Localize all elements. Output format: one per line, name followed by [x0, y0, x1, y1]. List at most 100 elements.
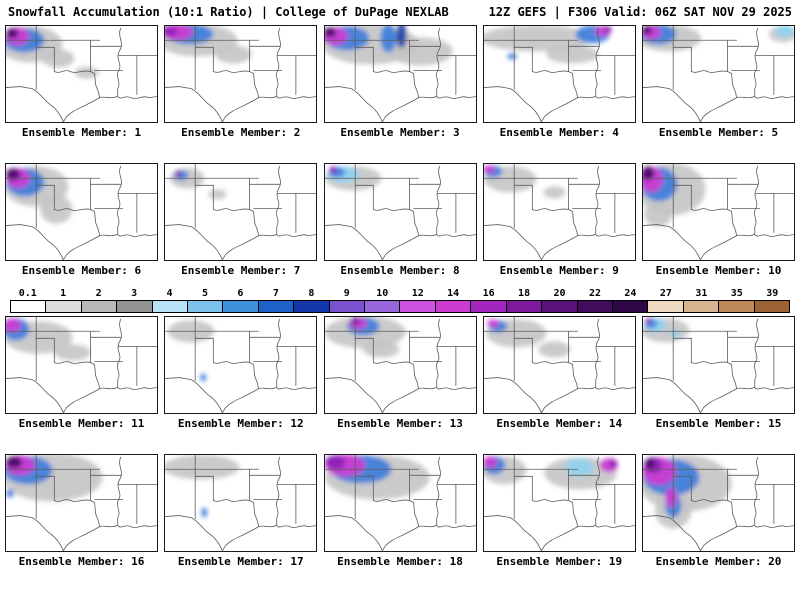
colorbar-tick-label: 0.1	[18, 288, 37, 299]
ensemble-member-label: Ensemble Member: 8	[340, 264, 460, 277]
state-boundaries	[165, 26, 317, 122]
page-title: Snowfall Accumulation (10:1 Ratio) | Col…	[8, 5, 449, 19]
colorbar-swatch	[223, 301, 259, 312]
ensemble-panel: Ensemble Member: 4	[482, 25, 636, 141]
colorbar-tick-label: 22	[588, 288, 601, 299]
state-boundaries	[6, 455, 157, 551]
forecast-map	[5, 25, 158, 123]
ensemble-panel: Ensemble Member: 9	[482, 163, 636, 279]
panel-row: Ensemble Member: 6 Ensemble Member: 7 Ense…	[0, 163, 800, 279]
colorbar-labels: 0.1 1 2 3 4 5 6 7 8 9 10 12 14 16 18 20 22 24 27 31 35 39	[10, 287, 790, 300]
colorbar-swatch	[11, 301, 47, 312]
colorbar-tick-label: 10	[376, 288, 389, 299]
ensemble-member-label: Ensemble Member: 12	[177, 417, 304, 430]
forecast-map	[164, 454, 318, 552]
ensemble-panel: Ensemble Member: 2	[164, 25, 318, 141]
colorbar-tick-label: 2	[95, 288, 102, 299]
state-boundaries	[483, 455, 635, 551]
forecast-map	[323, 316, 477, 414]
panel-row: Ensemble Member: 11 Ensemble Member: 12 En…	[0, 316, 800, 432]
colorbar-tick-label: 3	[131, 288, 138, 299]
ensemble-member-label: Ensemble Member: 2	[181, 126, 301, 139]
colorbar-tick-label: 6	[237, 288, 244, 299]
colorbar-swatch	[471, 301, 507, 312]
ensemble-panel: Ensemble Member: 6	[5, 163, 158, 279]
state-boundaries	[6, 317, 157, 413]
state-boundaries	[165, 317, 317, 413]
colorbar-tick-label: 7	[272, 288, 279, 299]
colorbar-swatch	[46, 301, 82, 312]
colorbar-swatch	[719, 301, 755, 312]
colorbar-swatch	[506, 301, 543, 312]
ensemble-member-label: Ensemble Member: 13	[337, 417, 463, 430]
forecast-map	[642, 316, 795, 414]
ensemble-member-label: Ensemble Member: 10	[655, 264, 782, 277]
state-boundaries	[483, 317, 635, 413]
ensemble-member-label: Ensemble Member: 15	[655, 417, 782, 430]
colorbar-tick-label: 24	[624, 288, 637, 299]
forecast-map	[323, 163, 477, 261]
model-run-info: 12Z GEFS | F306 Valid: 06Z SAT NOV 29 20…	[488, 5, 792, 19]
state-boundaries	[6, 26, 157, 122]
forecast-map	[482, 163, 636, 261]
ensemble-panel: Ensemble Member: 19	[482, 454, 636, 570]
colorbar-swatch	[577, 301, 613, 312]
forecast-map	[642, 25, 795, 123]
colorbar-tick-label: 5	[201, 288, 208, 299]
state-boundaries	[483, 26, 635, 122]
colorbar-swatch	[754, 301, 789, 312]
forecast-map	[642, 454, 795, 552]
forecast-map	[164, 316, 318, 414]
ensemble-panel: Ensemble Member: 12	[164, 316, 318, 432]
ensemble-panel: Ensemble Member: 1	[5, 25, 158, 141]
state-boundaries	[643, 164, 794, 260]
colorbar-swatch	[152, 301, 189, 312]
state-boundaries	[165, 455, 317, 551]
colorbar-tick-label: 18	[518, 288, 531, 299]
colorbar-tick-label: 39	[766, 288, 779, 299]
colorbar-swatch	[294, 301, 330, 312]
ensemble-panel: Ensemble Member: 15	[642, 316, 795, 432]
colorbar-swatch	[188, 301, 224, 312]
colorbar-tick-label: 14	[447, 288, 460, 299]
forecast-map	[482, 316, 636, 414]
ensemble-member-label: Ensemble Member: 7	[181, 264, 301, 277]
forecast-map	[5, 316, 158, 414]
forecast-map	[323, 454, 477, 552]
ensemble-panel: Ensemble Member: 10	[642, 163, 795, 279]
colorbar-swatch	[648, 301, 684, 312]
state-boundaries	[643, 26, 794, 122]
ensemble-member-label: Ensemble Member: 11	[18, 417, 145, 430]
colorbar-tick-label: 16	[482, 288, 495, 299]
ensemble-panel: Ensemble Member: 16	[5, 454, 158, 570]
state-boundaries	[324, 317, 476, 413]
panel-row: Ensemble Member: 16 Ensemble Member: 17 En…	[0, 454, 800, 570]
colorbar-tick-label: 35	[730, 288, 743, 299]
state-boundaries	[324, 26, 476, 122]
colorbar-tick-label: 12	[411, 288, 424, 299]
state-boundaries	[6, 164, 157, 260]
state-boundaries	[643, 317, 794, 413]
colorbar-swatch	[365, 301, 401, 312]
ensemble-member-label: Ensemble Member: 1	[21, 126, 142, 139]
ensemble-panel: Ensemble Member: 18	[323, 454, 477, 570]
ensemble-panel: Ensemble Member: 20	[642, 454, 795, 570]
ensemble-member-label: Ensemble Member: 18	[337, 555, 463, 568]
forecast-map	[323, 25, 477, 123]
colorbar-tick-label: 8	[308, 288, 315, 299]
colorbar-swatch	[542, 301, 578, 312]
state-boundaries	[324, 455, 476, 551]
ensemble-member-label: Ensemble Member: 9	[499, 264, 619, 277]
colorbar-swatch	[683, 301, 720, 312]
colorbar: 0.1 1 2 3 4 5 6 7 8 9 10 12 14 16 18 20 22 24 27 31 35 39	[10, 287, 790, 313]
forecast-map	[5, 163, 158, 261]
forecast-map	[164, 163, 318, 261]
colorbar-swatch	[435, 301, 472, 312]
ensemble-panel: Ensemble Member: 8	[323, 163, 477, 279]
colorbar-tick-label: 4	[166, 288, 173, 299]
forecast-map	[482, 25, 636, 123]
colorbar-tick-label: 31	[695, 288, 708, 299]
ensemble-member-label: Ensemble Member: 19	[496, 555, 623, 568]
ensemble-member-label: Ensemble Member: 3	[340, 126, 460, 139]
forecast-map	[164, 25, 318, 123]
